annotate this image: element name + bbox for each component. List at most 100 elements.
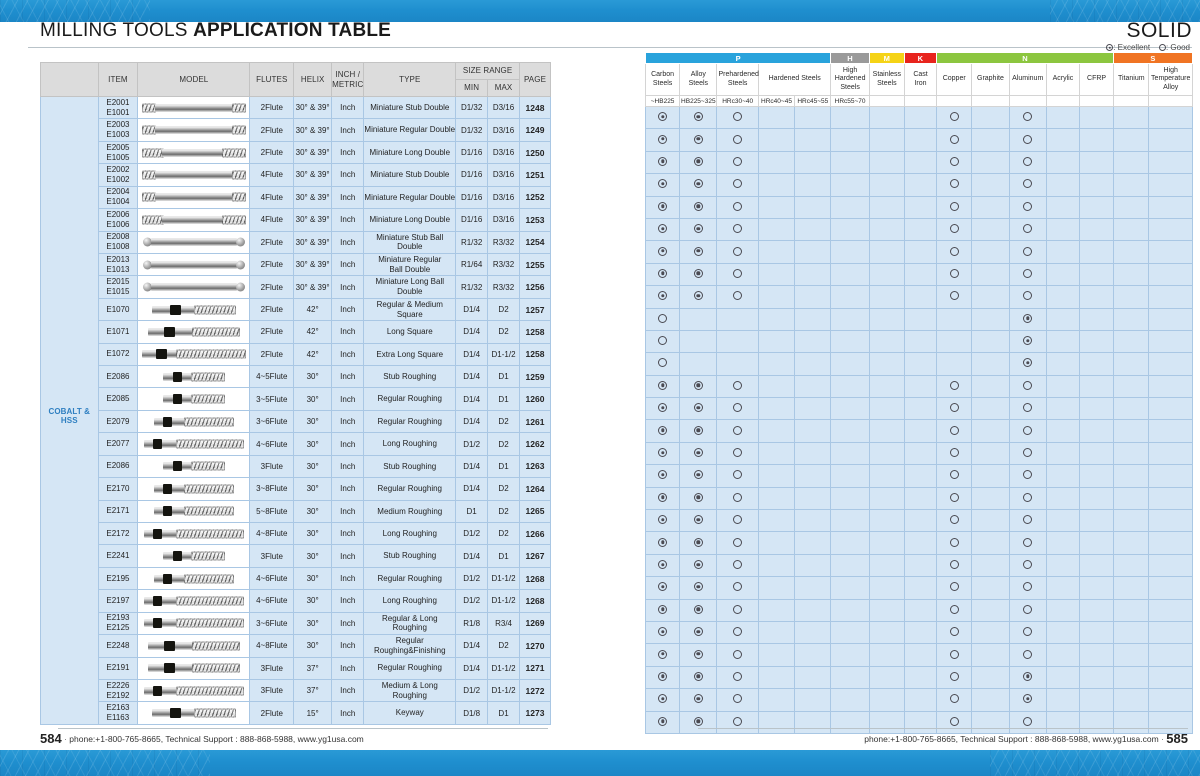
cell-size-min: D1/16 [455,140,489,165]
cell-page[interactable]: 1264 [519,477,551,501]
cell-page[interactable]: 1258 [519,320,551,344]
cell-page[interactable]: 1249 [519,118,551,142]
tool-part-collar [162,573,172,584]
table-row [644,374,1193,399]
cell-page[interactable]: 1268 [519,566,551,591]
cell-rating [1008,217,1047,242]
cell-model [137,95,251,120]
cell-page[interactable]: 1265 [519,499,551,524]
cell-page[interactable]: 1258 [519,342,551,367]
good-marker-icon [949,649,959,659]
cell-page[interactable]: 1256 [519,275,551,299]
cell-flutes: 2Flute [249,95,295,120]
good-marker-icon [1023,448,1033,458]
tool-part-flute [141,192,156,202]
cell-model [137,454,251,479]
cell-page[interactable]: 1251 [519,163,551,187]
tool-illustration [143,527,244,540]
cell-page[interactable]: 1250 [519,140,551,165]
table-row [644,531,1193,555]
cell-page[interactable]: 1268 [519,589,551,613]
table-row [644,553,1193,578]
cell-rating [716,397,759,421]
cell-rating [936,374,973,399]
cell-rating [1113,128,1150,152]
item-code: E2226 [106,680,130,690]
good-marker-icon [733,582,743,592]
cell-item: E2005 E1005 [97,140,139,165]
cell-rating [757,262,796,287]
excellent-marker-icon [693,515,703,525]
cell-helix: 42° [293,297,333,322]
cell-rating [903,195,938,219]
table-row [644,329,1193,354]
cell-inch-metric: Inch [331,208,365,232]
cell-helix: 30° & 39° [293,163,333,187]
table-row [644,464,1193,488]
cell-type: Regular Roughing [363,656,457,680]
cell-rating [1113,509,1150,533]
cell-page[interactable]: 1269 [519,611,551,636]
cell-page[interactable]: 1272 [519,678,551,703]
cell-rating [1078,285,1115,309]
cell-inch-metric: Inch [331,634,365,658]
cell-page[interactable]: 1255 [519,252,551,277]
cell-rating [936,688,973,712]
cell-item: E2002 E1002 [97,163,139,187]
table-row: E2077 4~6Flute 30° Inch Long Roughing D1/2 D2 1… [41,432,551,456]
cell-rating [1045,195,1081,219]
cell-rating [1078,576,1115,600]
cell-helix: 30° [293,409,333,434]
cell-page[interactable]: 1266 [519,522,551,546]
cell-page[interactable]: 1262 [519,432,551,456]
cell-rating [716,173,759,197]
cell-rating [794,441,832,466]
cell-model [137,140,251,165]
good-marker-icon [949,156,959,166]
cell-rating [644,285,681,309]
tool-illustration [141,348,246,361]
cell-type: Miniature Long Double [363,140,457,165]
cell-page[interactable]: 1254 [519,230,551,254]
cell-rating [971,665,1010,690]
cell-type: Medium & Long Roughing [363,678,457,703]
tool-part-shank [154,103,233,112]
excellent-marker-icon [658,224,668,234]
tool-illustration [147,639,240,652]
cell-flutes: 2Flute [249,701,295,726]
cell-rating [1045,128,1081,152]
cell-rating [1148,643,1193,667]
col-inch-metric: INCH / METRIC [331,62,365,97]
excellent-marker-icon [658,649,668,659]
cell-page[interactable]: 1261 [519,409,551,434]
cell-page[interactable]: 1260 [519,387,551,411]
cell-page[interactable]: 1263 [519,454,551,479]
cell-rating [903,105,938,130]
cell-rating [936,620,973,645]
cell-page[interactable]: 1248 [519,95,551,120]
col-size-min: MIN [455,79,489,97]
cell-page[interactable]: 1271 [519,656,551,680]
page-number-left: 584 [40,731,62,746]
cell-rating [903,262,938,287]
cell-page[interactable]: 1267 [519,544,551,568]
cell-rating [971,105,1010,130]
cell-rating [830,531,870,555]
cell-rating [971,553,1010,578]
good-marker-icon [949,134,959,144]
cell-type: Regular Roughing [363,387,457,411]
cell-rating [1008,553,1047,578]
cell-page[interactable]: 1252 [519,185,551,210]
cell-page[interactable]: 1270 [519,634,551,658]
cell-rating [830,509,870,533]
item-code: E1004 [106,197,130,207]
footer-dot-right: · [1161,734,1164,744]
cell-inch-metric: Inch [331,701,365,726]
cell-page[interactable]: 1273 [519,701,551,726]
cell-flutes: 3Flute [249,544,295,568]
excellent-marker-icon [658,515,668,525]
cell-page[interactable]: 1253 [519,208,551,232]
cell-page[interactable]: 1257 [519,297,551,322]
table-row [644,128,1193,152]
cell-page[interactable]: 1259 [519,365,551,389]
